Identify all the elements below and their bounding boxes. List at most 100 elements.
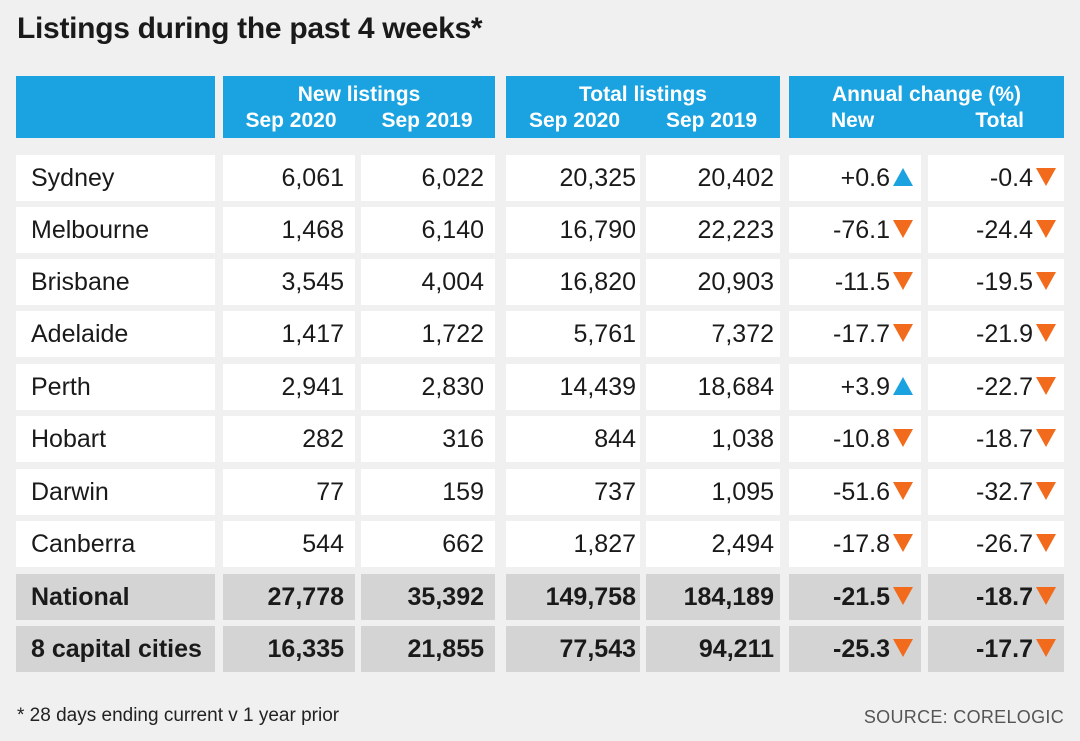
- row-name: Hobart: [16, 416, 215, 462]
- down-arrow-icon: [893, 272, 913, 291]
- annual-change-value: -19.5: [976, 268, 1033, 296]
- down-arrow-icon: [1036, 639, 1056, 658]
- table-row: Melbourne 1,468 6,140 16,790 22,223 -76.1 -24.…: [16, 207, 1064, 253]
- annual-change-cell: -76.1: [789, 207, 921, 253]
- up-arrow-icon: [893, 377, 913, 396]
- row-name: Adelaide: [16, 311, 215, 357]
- annual-change-cell: -0.4: [928, 155, 1064, 201]
- table-row: Perth 2,941 2,830 14,439 18,684 +3.9 -22.7: [16, 364, 1064, 410]
- listing-count-cell: 16,820: [506, 259, 640, 305]
- down-arrow-icon: [1036, 429, 1056, 448]
- listing-count-cell: 2,941: [223, 364, 355, 410]
- annual-change-value: -22.7: [976, 373, 1033, 401]
- annual-change-value: -24.4: [976, 216, 1033, 244]
- annual-change-cell: -21.5: [789, 574, 921, 620]
- listing-count-cell: 1,038: [646, 416, 780, 462]
- listing-count-cell: 1,468: [223, 207, 355, 253]
- table-row: Darwin 77 159 737 1,095 -51.6 -32.7: [16, 469, 1064, 515]
- listing-count-cell: 22,223: [646, 207, 780, 253]
- table-row: 8 capital cities 16,335 21,855 77,543 94,211…: [16, 626, 1064, 672]
- listing-count-cell: 7,372: [646, 311, 780, 357]
- listing-count-cell: 149,758: [506, 574, 640, 620]
- down-arrow-icon: [893, 639, 913, 658]
- down-arrow-icon: [1036, 272, 1056, 291]
- listing-count-cell: 1,095: [646, 469, 780, 515]
- header-subcolumn-label: Sep 2019: [665, 109, 758, 132]
- down-arrow-icon: [1036, 377, 1056, 396]
- annual-change-cell: -17.8: [789, 521, 921, 567]
- annual-change-value: -11.5: [834, 268, 890, 296]
- down-arrow-icon: [1036, 168, 1056, 187]
- table-row: Sydney 6,061 6,022 20,325 20,402 +0.6 -0.4: [16, 155, 1064, 201]
- annual-change-cell: -26.7: [928, 521, 1064, 567]
- listing-count-cell: 1,722: [361, 311, 495, 357]
- annual-change-cell: +0.6: [789, 155, 921, 201]
- header-subcolumn-label: New: [831, 109, 875, 132]
- annual-change-value: +0.6: [840, 164, 890, 192]
- annual-change-value: -76.1: [833, 216, 890, 244]
- annual-change-cell: -25.3: [789, 626, 921, 672]
- listing-count-cell: 21,855: [361, 626, 495, 672]
- annual-change-cell: -17.7: [928, 626, 1064, 672]
- down-arrow-icon: [1036, 220, 1056, 239]
- listing-count-cell: 35,392: [361, 574, 495, 620]
- listing-count-cell: 6,022: [361, 155, 495, 201]
- listing-count-cell: 20,402: [646, 155, 780, 201]
- annual-change-cell: -24.4: [928, 207, 1064, 253]
- listing-count-cell: 737: [506, 469, 640, 515]
- annual-change-cell: -18.7: [928, 574, 1064, 620]
- listing-count-cell: 2,494: [646, 521, 780, 567]
- row-name: 8 capital cities: [16, 626, 215, 672]
- table-row: Hobart 282 316 844 1,038 -10.8 -18.7: [16, 416, 1064, 462]
- annual-change-cell: -18.7: [928, 416, 1064, 462]
- annual-change-value: -51.6: [833, 478, 890, 506]
- down-arrow-icon: [893, 482, 913, 501]
- table-row: Adelaide 1,417 1,722 5,761 7,372 -17.7 -21.9: [16, 311, 1064, 357]
- header-subcolumn-label: Sep 2019: [381, 109, 473, 132]
- header-subcolumn-label: Sep 2020: [528, 109, 621, 132]
- annual-change-value: -17.7: [976, 635, 1033, 663]
- listing-count-cell: 94,211: [646, 626, 780, 672]
- row-name: Brisbane: [16, 259, 215, 305]
- listing-count-cell: 184,189: [646, 574, 780, 620]
- annual-change-value: -25.3: [833, 635, 890, 663]
- listing-count-cell: 1,827: [506, 521, 640, 567]
- listing-count-cell: 20,325: [506, 155, 640, 201]
- down-arrow-icon: [893, 220, 913, 239]
- header-group: [16, 76, 215, 138]
- listing-count-cell: 3,545: [223, 259, 355, 305]
- annual-change-value: -17.7: [833, 320, 890, 348]
- annual-change-cell: -10.8: [789, 416, 921, 462]
- listing-count-cell: 27,778: [223, 574, 355, 620]
- listing-count-cell: 16,335: [223, 626, 355, 672]
- down-arrow-icon: [1036, 324, 1056, 343]
- down-arrow-icon: [893, 429, 913, 448]
- annual-change-cell: -32.7: [928, 469, 1064, 515]
- annual-change-value: -18.7: [976, 583, 1033, 611]
- source-credit: SOURCE: CORELOGIC: [863, 707, 1064, 727]
- listing-count-cell: 5,761: [506, 311, 640, 357]
- annual-change-value: -0.4: [989, 164, 1033, 192]
- annual-change-cell: -21.9: [928, 311, 1064, 357]
- listing-count-cell: 20,903: [646, 259, 780, 305]
- header-subcolumn-label: Total: [975, 109, 1024, 132]
- listing-count-cell: 2,830: [361, 364, 495, 410]
- listing-count-cell: 544: [223, 521, 355, 567]
- row-name: Perth: [16, 364, 215, 410]
- header-group: New listings Sep 2020 Sep 2019: [223, 76, 495, 138]
- listing-count-cell: 6,140: [361, 207, 495, 253]
- header-group-label: New listings: [297, 83, 421, 106]
- annual-change-value: -10.8: [833, 425, 890, 453]
- listing-count-cell: 77: [223, 469, 355, 515]
- annual-change-value: -32.7: [976, 478, 1033, 506]
- row-name: Darwin: [16, 469, 215, 515]
- listing-count-cell: 16,790: [506, 207, 640, 253]
- up-arrow-icon: [893, 168, 913, 187]
- header-group-label: Total listings: [579, 83, 707, 106]
- header-group: Annual change (%) New Total: [789, 76, 1064, 138]
- down-arrow-icon: [893, 587, 913, 606]
- annual-change-cell: -17.7: [789, 311, 921, 357]
- row-name: Canberra: [16, 521, 215, 567]
- row-name: Melbourne: [16, 207, 215, 253]
- down-arrow-icon: [893, 534, 913, 553]
